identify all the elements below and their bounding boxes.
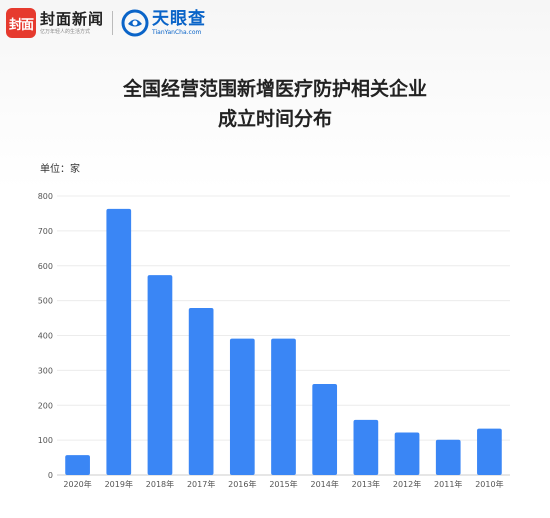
header-background (0, 0, 550, 190)
bar (271, 338, 296, 475)
bar (353, 419, 379, 475)
bar (188, 307, 214, 475)
x-tick-label: 2018年 (146, 479, 174, 489)
chart-title-line-2: 成立时间分布 (217, 108, 332, 130)
fengmian-brand-name: 封面新闻 (40, 9, 105, 28)
logo-bar: 封面 封面新闻 亿万年轻人的生活方式 天眼查 TianYanCha.com (6, 6, 206, 40)
unit-label: 单位：家 (40, 164, 80, 175)
x-tick-label: 2014年 (311, 479, 339, 489)
x-tick-label: 2011年 (434, 479, 462, 489)
y-tick-label: 600 (38, 262, 53, 271)
tianyancha-logo-text: 天眼查 TianYanCha.com (152, 8, 207, 37)
bar (435, 439, 461, 475)
y-tick-label: 400 (38, 332, 53, 341)
tianyancha-brand-name: 天眼查 (152, 8, 207, 29)
y-tick-label: 500 (38, 297, 53, 306)
tianyancha-domain: TianYanCha.com (152, 28, 202, 36)
fengmian-slogan: 亿万年轻人的生活方式 (40, 28, 91, 35)
bar (229, 338, 255, 475)
bar (477, 428, 502, 475)
bar (65, 455, 90, 475)
y-tick-label: 100 (38, 436, 53, 445)
bar (394, 432, 420, 475)
y-tick-label: 0 (48, 471, 53, 480)
x-tick-label: 2019年 (105, 479, 133, 489)
x-tick-label: 2016年 (228, 479, 256, 489)
bar (106, 208, 132, 475)
bar (312, 383, 338, 475)
chart-title-line-1: 全国经营范围新增医疗防护相关企业 (122, 78, 427, 100)
x-tick-label: 2020年 (63, 479, 91, 489)
chart-title: 全国经营范围新增医疗防护相关企业 成立时间分布 (0, 74, 550, 134)
logo-divider (112, 11, 114, 35)
bar (147, 275, 173, 475)
fengmian-logo-badge: 封面 (6, 8, 36, 38)
y-tick-label: 300 (38, 366, 53, 375)
x-tick-label: 2013年 (352, 479, 380, 489)
x-tick-label: 2012年 (393, 479, 421, 489)
tianyancha-logo-icon (121, 9, 149, 37)
x-tick-label: 2017年 (187, 479, 215, 489)
fengmian-logo-text: 封面新闻 亿万年轻人的生活方式 (40, 9, 105, 36)
x-tick-label: 2010年 (475, 479, 503, 489)
y-tick-label: 700 (38, 227, 53, 236)
y-tick-label: 800 (38, 192, 53, 201)
x-tick-label: 2015年 (269, 479, 297, 489)
y-tick-label: 200 (38, 401, 53, 410)
bar-chart: 0 100 200 300 400 500 600 700 800 2020年 2019年 2018年… (38, 192, 510, 489)
